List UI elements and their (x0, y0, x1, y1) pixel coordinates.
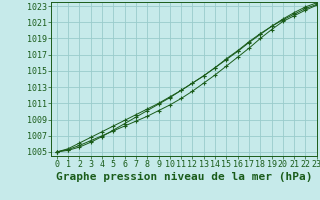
X-axis label: Graphe pression niveau de la mer (hPa): Graphe pression niveau de la mer (hPa) (56, 172, 312, 182)
